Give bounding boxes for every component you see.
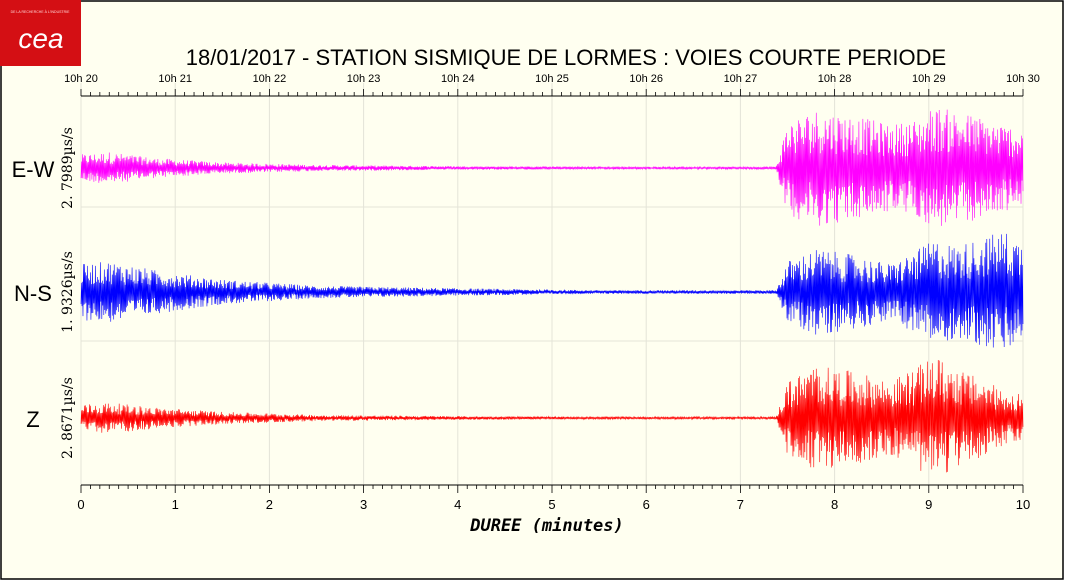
bottom-axis-tick-label: 10 [1016, 497, 1030, 512]
bottom-axis-tick-label: 8 [831, 497, 838, 512]
x-axis-title: DUREE (minutes) [469, 516, 624, 536]
axis-layer: 10h 20 10h 21 10h 22 10h 23 10h 24 10h 25 10h … [64, 73, 1040, 512]
bottom-axis-tick-label: 9 [925, 497, 932, 512]
trace-z [80, 359, 1024, 473]
bottom-axis-tick-label: 7 [737, 497, 744, 512]
bottom-axis-tick-label: 1 [172, 497, 179, 512]
bottom-axis-tick-label: 4 [454, 497, 461, 512]
cea-logo-box [0, 0, 81, 66]
channel-label: E-W [12, 157, 55, 182]
cea-logo-tagline: DE LA RECHERCHE À L'INDUSTRIE [11, 10, 70, 14]
top-axis-time-label: 10h 20 [64, 73, 98, 85]
top-axis-time-label: 10h 28 [818, 73, 852, 85]
bottom-axis-tick-label: 0 [77, 497, 84, 512]
cea-logo-text: cea [18, 23, 63, 54]
top-axis-time-label: 10h 26 [629, 73, 663, 85]
top-axis-time-label: 10h 23 [347, 73, 381, 85]
channel-label: N-S [14, 281, 52, 306]
bottom-axis-tick-label: 3 [360, 497, 367, 512]
channel-scale-label: 2. 7989µs/s [60, 127, 76, 209]
top-axis-time-label: 10h 25 [535, 73, 569, 85]
channel-scale-label: 2. 8671µs/s [60, 377, 76, 459]
bottom-axis-tick-label: 6 [643, 497, 650, 512]
top-axis-time-label: 10h 22 [253, 73, 287, 85]
top-axis-time-label: 10h 30 [1006, 73, 1040, 85]
top-axis-time-label: 10h 21 [158, 73, 192, 85]
channel-label: Z [26, 407, 39, 432]
top-axis-time-label: 10h 27 [724, 73, 758, 85]
top-axis-time-label: 10h 29 [912, 73, 946, 85]
top-axis-time-label: 10h 24 [441, 73, 475, 85]
channel-scale-label: 1. 9326µs/s [60, 251, 76, 333]
label-layer: E-W 2. 7989µs/s N-S 1. 9326µs/s Z 2. 8671µs/s [12, 127, 76, 459]
bottom-axis-tick-label: 5 [548, 497, 555, 512]
trace-layer [80, 109, 1024, 473]
chart-title: 18/01/2017 - STATION SISMIQUE DE LORMES … [186, 45, 946, 70]
trace-n-s [80, 233, 1024, 348]
cea-logo: DE LA RECHERCHE À L'INDUSTRIE cea [0, 0, 81, 66]
bottom-axis-tick-label: 2 [266, 497, 273, 512]
trace-e-w [80, 109, 1024, 226]
